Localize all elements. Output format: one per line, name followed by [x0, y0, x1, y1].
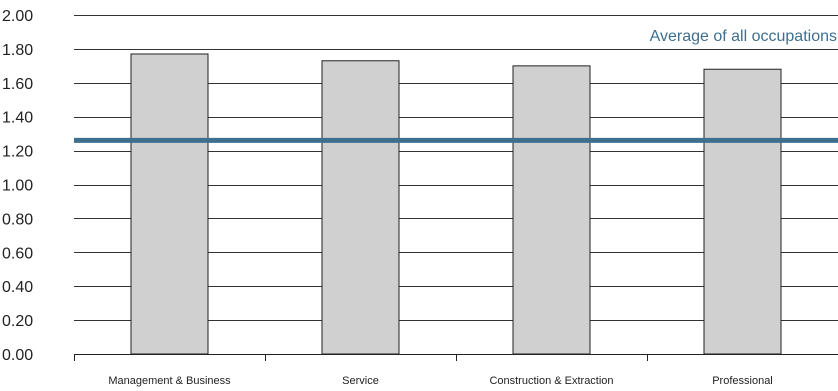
- bar-0: [130, 53, 209, 355]
- category-label: Management & Business: [108, 375, 231, 387]
- y-tick-label: 1.80: [2, 42, 33, 59]
- y-tick-label: 0.40: [2, 279, 33, 296]
- average-line-label: Average of all occupations: [650, 28, 837, 45]
- x-axis-category-labels: Management & Business Service Construction…: [108, 375, 772, 387]
- bar-2: [512, 65, 591, 355]
- y-tick-label: 0.80: [2, 211, 33, 228]
- y-tick-label: 0.20: [2, 313, 33, 330]
- category-label: Professional: [712, 375, 773, 387]
- bar-3: [703, 68, 782, 355]
- y-tick-label: 1.00: [2, 178, 33, 195]
- y-tick-label: 0.00: [2, 347, 33, 364]
- y-tick-label: 2.00: [2, 8, 33, 25]
- y-tick-label: 0.60: [2, 245, 33, 262]
- average-reference: Average of all occupations: [74, 28, 838, 143]
- bar-1: [321, 60, 400, 355]
- category-label: Construction & Extraction: [489, 375, 613, 387]
- y-tick-label: 1.40: [2, 110, 33, 127]
- category-label: Service: [342, 375, 379, 387]
- y-tick-label: 1.20: [2, 144, 33, 161]
- y-axis-tick-labels: 0.00 0.20 0.40 0.60 0.80 1.00 1.20 1.40 1.60 1.80…: [2, 8, 33, 364]
- x-axis: [74, 354, 838, 361]
- bars: [130, 53, 782, 355]
- y-tick-label: 1.60: [2, 76, 33, 93]
